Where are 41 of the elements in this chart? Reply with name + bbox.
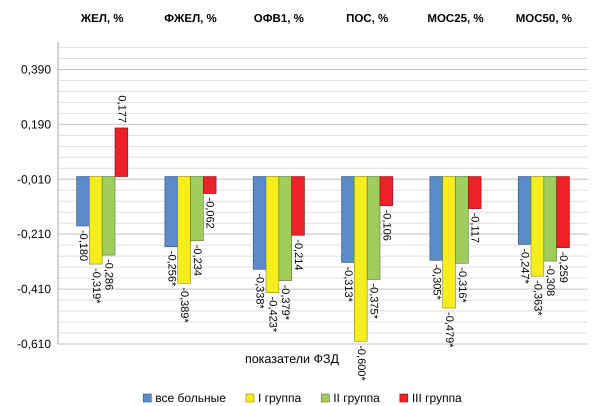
data-label: -0,363* [531, 280, 544, 316]
data-label: -0,423* [266, 296, 278, 333]
data-label: -0,286 [102, 259, 115, 290]
y-tick-label: -0,010 [16, 172, 52, 186]
data-label: -0,600* [354, 345, 367, 382]
data-label: -0,316* [456, 267, 468, 304]
legend-label: I группа [258, 391, 302, 405]
data-label: -0,117 [468, 212, 481, 244]
data-label: -0,256* [165, 250, 178, 287]
data-label: -0,338* [254, 273, 266, 310]
data-label: -0,389* [178, 287, 190, 324]
x-tick-label: ОФВ1, % [254, 13, 304, 25]
x-axis-title: показатели ФЗД [244, 352, 340, 366]
data-label: 0,177 [115, 95, 128, 123]
data-label: -0,259 [557, 252, 570, 283]
data-label: -0,247* [518, 248, 531, 285]
x-tick-label: МОС25, % [427, 13, 484, 25]
x-tick-label: ЖЕЛ, % [80, 13, 124, 25]
data-label: -0,106 [380, 210, 392, 241]
data-label: -0,180 [76, 230, 89, 262]
y-tick-label: 0,390 [20, 62, 52, 76]
legend-label: все больные [155, 391, 226, 405]
data-label: -0,308 [544, 265, 556, 296]
x-tick-label: ФЖЕЛ, % [164, 13, 217, 25]
x-tick-label: МОС50, % [516, 13, 572, 25]
data-label: -0,062 [204, 198, 216, 229]
data-label: -0,234 [190, 244, 203, 276]
data-label: -0,375* [368, 283, 380, 320]
x-tick-label: ПОС, % [346, 13, 388, 25]
y-tick-label: 0,190 [20, 117, 52, 132]
y-tick-label: -0,210 [16, 227, 52, 242]
data-label: -0,305* [430, 264, 442, 300]
data-label: -0,214 [292, 239, 304, 270]
y-tick-label: -0,610 [16, 337, 52, 351]
legend-label: II группа [333, 391, 380, 405]
data-label: -0,313* [342, 266, 354, 303]
y-tick-label: -0,410 [16, 282, 52, 296]
data-label: -0,379* [279, 284, 292, 321]
data-label: -0,319* [90, 268, 102, 304]
legend-label: III группа [412, 391, 462, 405]
data-label: -0,479* [443, 312, 456, 348]
